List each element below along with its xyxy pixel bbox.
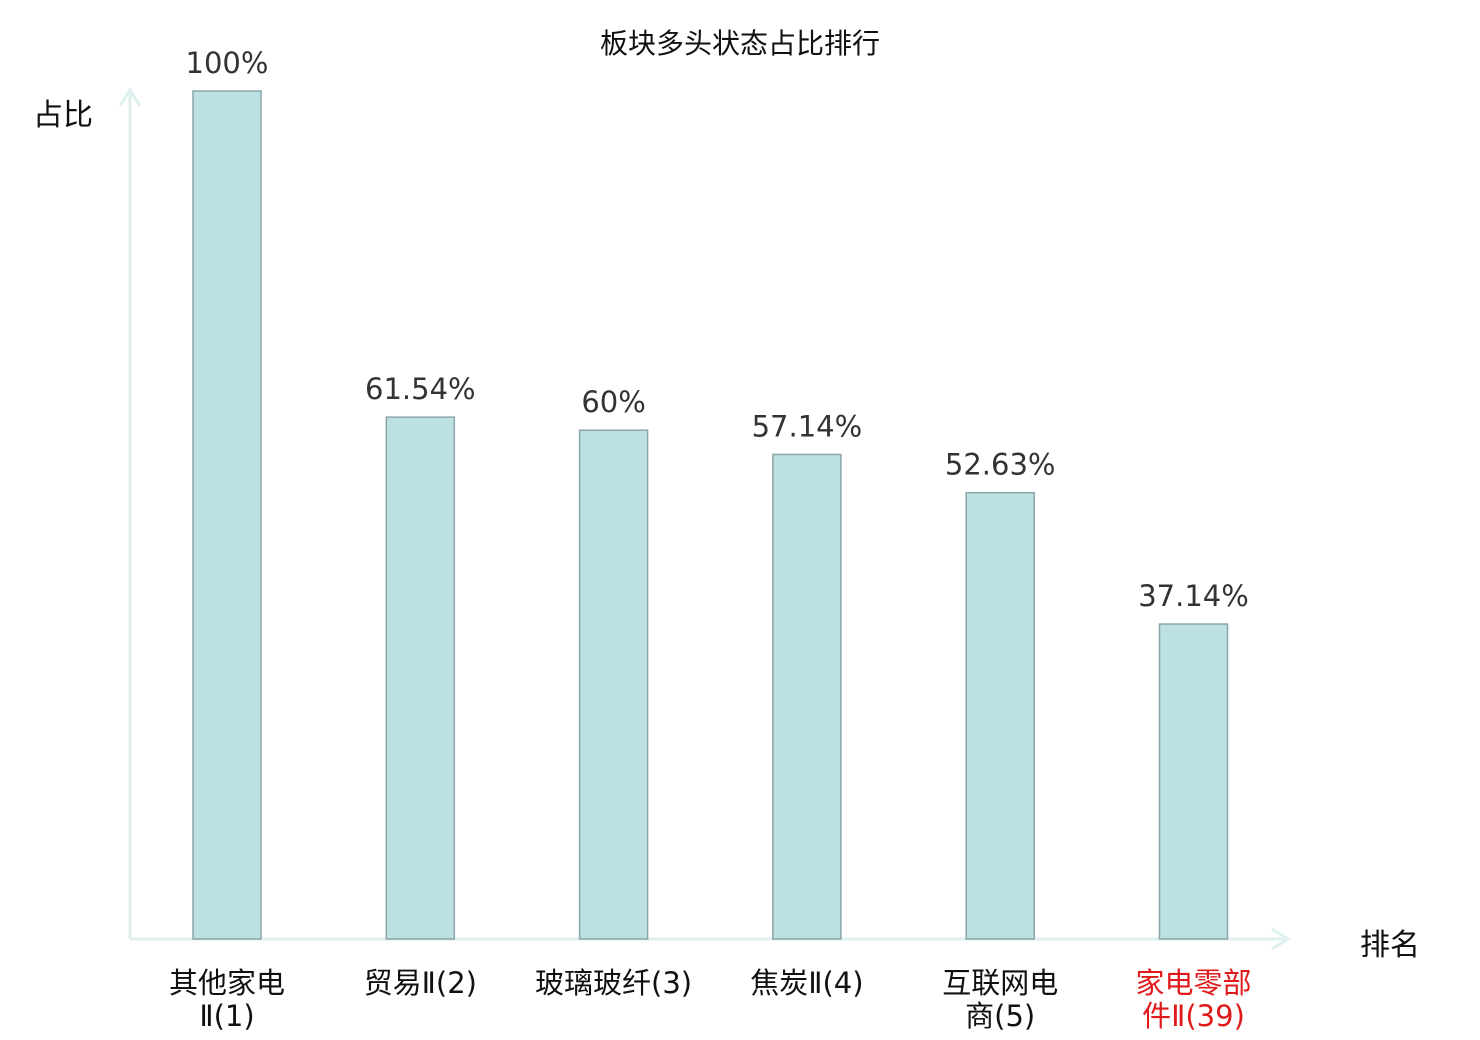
- bar: [385, 416, 456, 940]
- bar: [1158, 623, 1229, 940]
- x-tick-label: 焦炭Ⅱ(4): [750, 966, 863, 1000]
- chart-title: 板块多头状态占比排行: [599, 27, 880, 60]
- data-label: 60%: [581, 385, 645, 419]
- data-label: 100%: [186, 46, 269, 80]
- y-axis-label: 占比: [33, 98, 93, 133]
- x-tick-label: 件Ⅱ(39): [1142, 999, 1245, 1033]
- x-tick-label: 家电零部: [1135, 966, 1251, 1000]
- x-tick-label: 贸易Ⅱ(2): [364, 966, 477, 1000]
- bar: [772, 453, 842, 940]
- data-label: 57.14%: [752, 409, 863, 443]
- x-tick-label: Ⅱ(1): [199, 999, 254, 1033]
- data-label: 52.63%: [945, 448, 1056, 482]
- x-tick-label: 其他家电: [169, 966, 285, 1000]
- bar: [192, 90, 262, 940]
- data-label: 37.14%: [1138, 579, 1249, 613]
- bar: [578, 429, 649, 940]
- y-axis-arrow-icon: [118, 87, 142, 107]
- x-tick-label: 玻璃玻纤(3): [535, 966, 692, 1000]
- x-axis-label: 排名: [1360, 928, 1420, 963]
- x-tick-label: 互联网电: [942, 966, 1058, 1000]
- bar: [965, 491, 1035, 940]
- x-axis-arrow-icon: [1271, 927, 1291, 951]
- data-label: 61.54%: [365, 372, 476, 406]
- x-tick-label: 商(5): [965, 999, 1035, 1033]
